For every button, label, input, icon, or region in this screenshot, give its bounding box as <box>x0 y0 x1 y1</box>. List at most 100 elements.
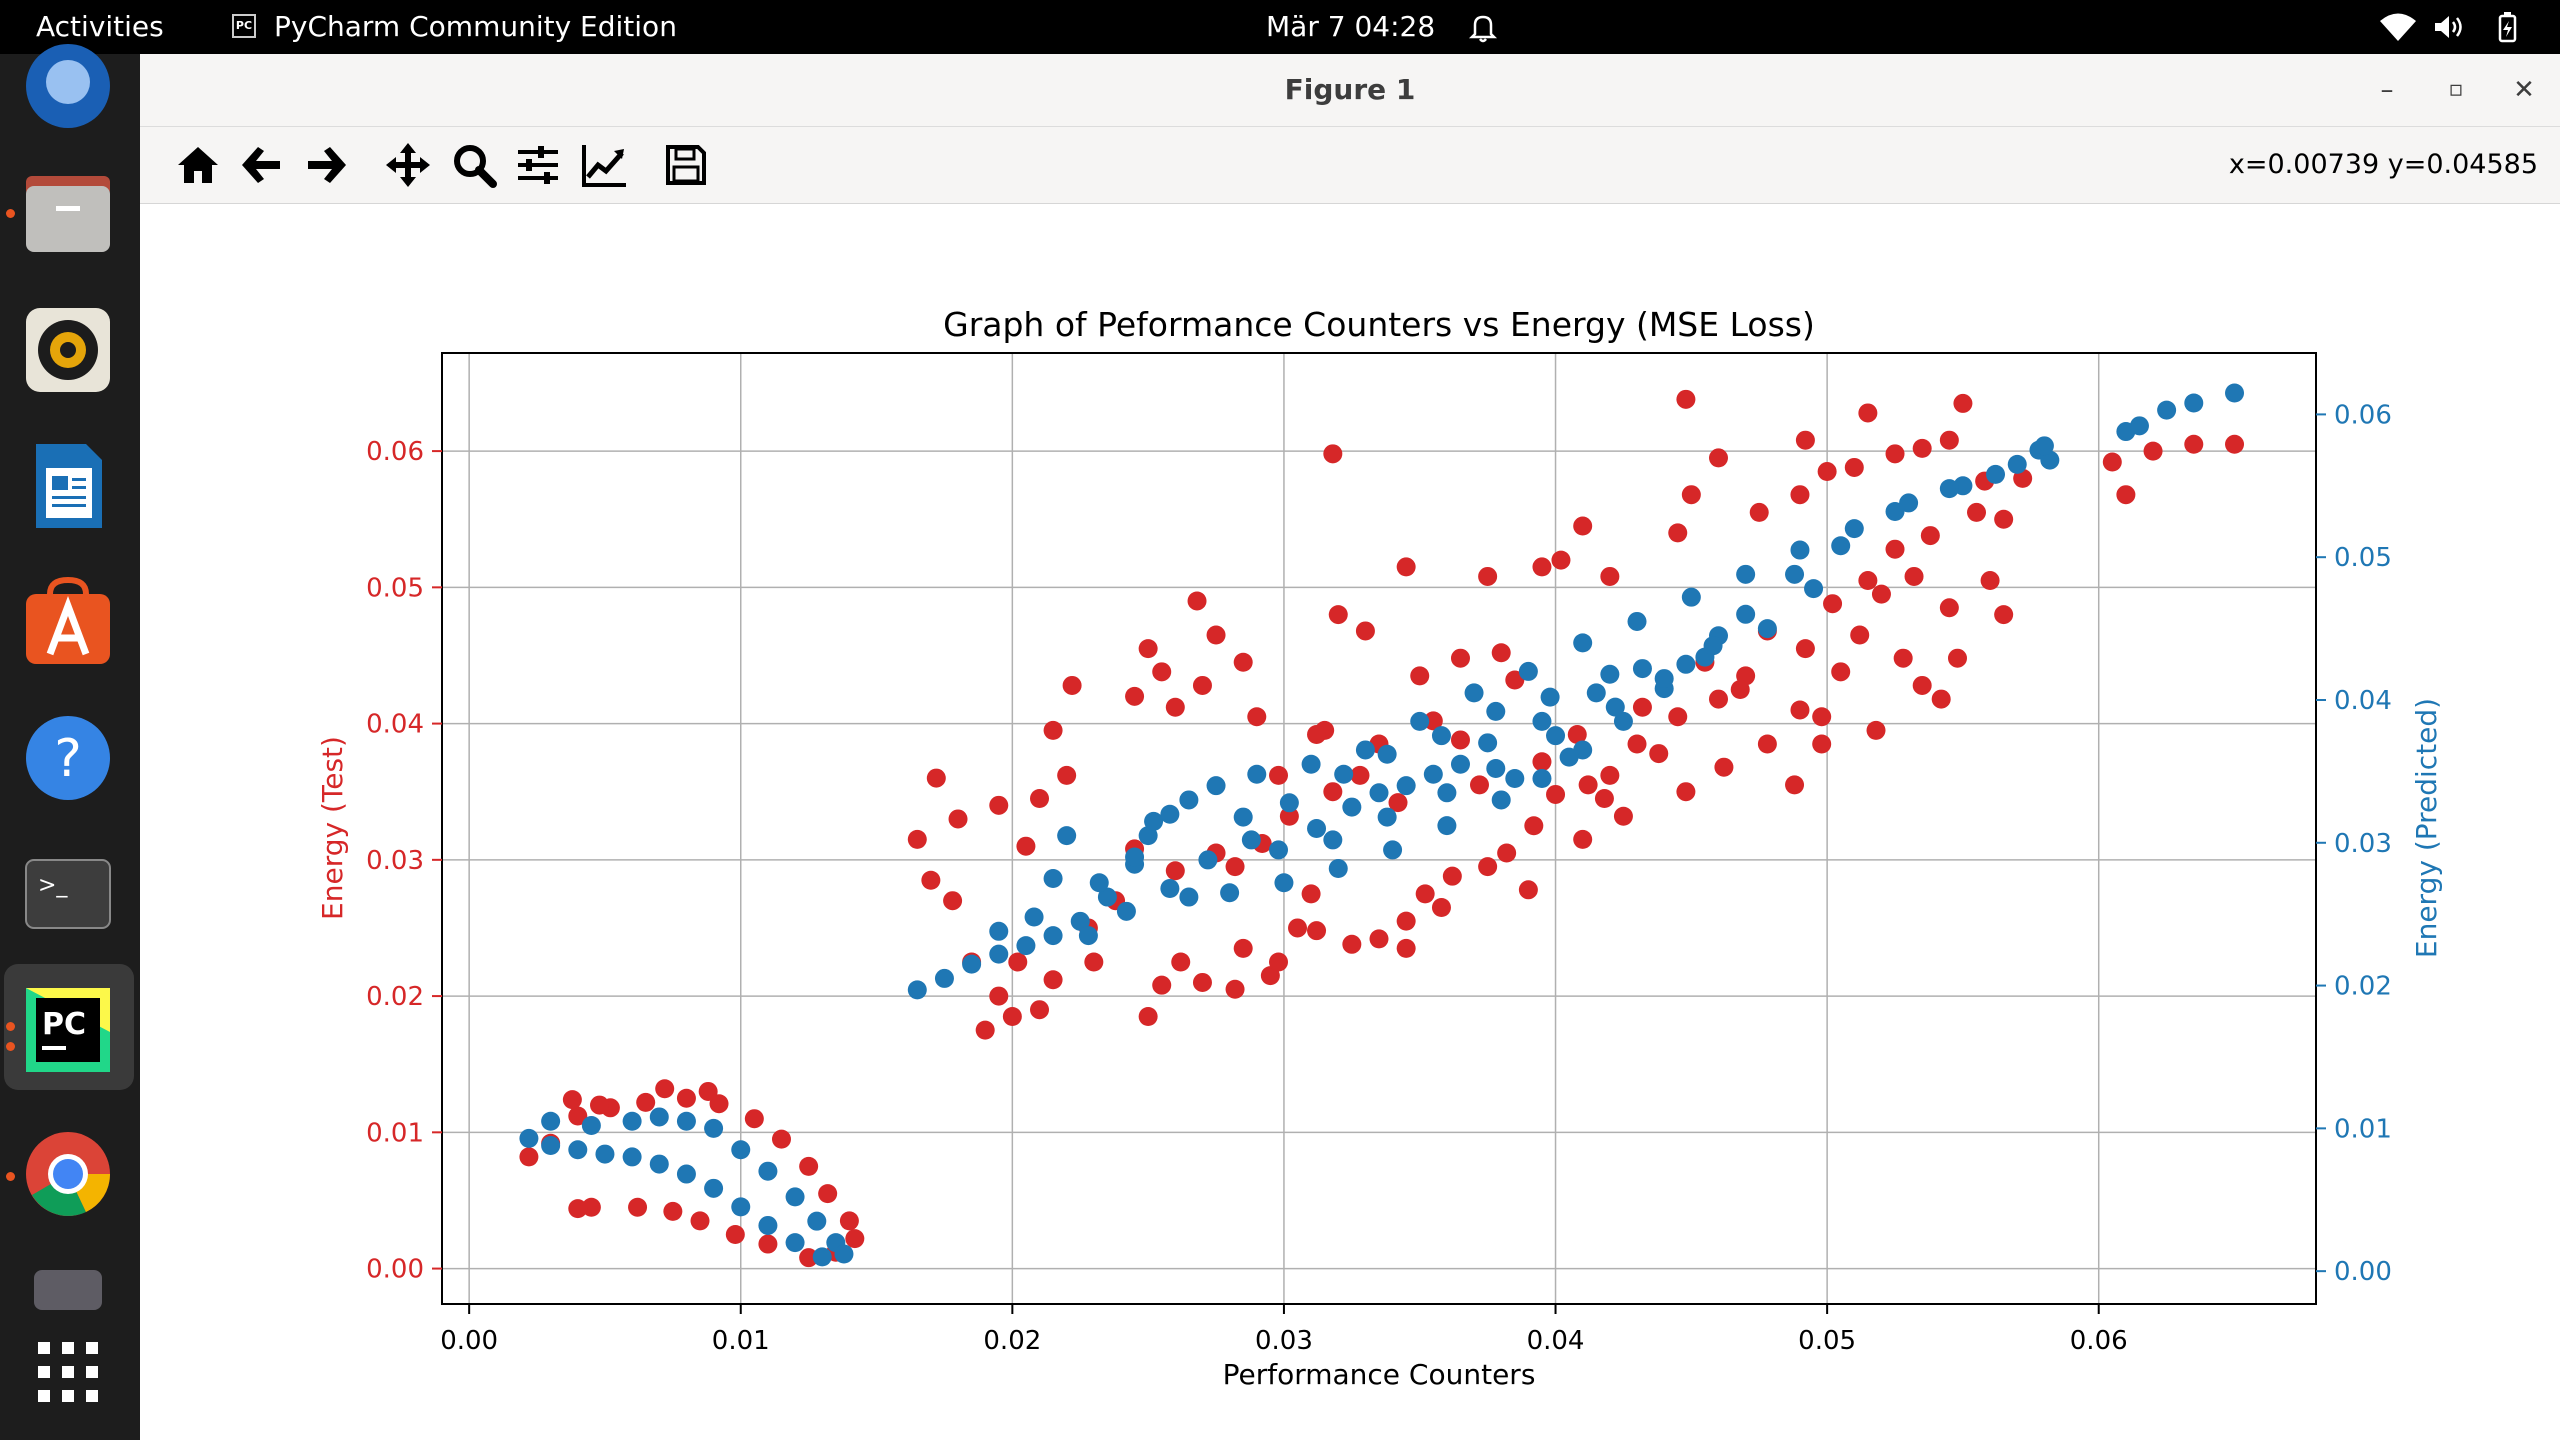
data-point-predicted <box>1024 907 1044 927</box>
data-point-test <box>1850 625 1870 645</box>
data-point-test <box>1931 689 1951 709</box>
x-tick-label: 0.04 <box>1527 1326 1585 1356</box>
writer-icon[interactable] <box>20 438 116 534</box>
battery-icon[interactable] <box>2490 10 2524 44</box>
wifi-icon[interactable] <box>2378 12 2418 42</box>
data-point-test <box>1233 938 1253 958</box>
data-point-test <box>1505 670 1525 690</box>
title-bar[interactable]: Figure 1 – ▫ ✕ <box>140 54 2560 127</box>
data-point-predicted <box>1383 840 1403 860</box>
data-point-test <box>1301 884 1321 904</box>
data-point-test <box>1396 557 1416 577</box>
home-icon[interactable] <box>174 141 222 189</box>
data-point-test <box>1939 430 1959 450</box>
bell-icon[interactable] <box>1466 10 1500 44</box>
data-point-test <box>1967 502 1987 522</box>
data-point-test <box>1269 952 1289 972</box>
data-point-test <box>1994 509 2014 529</box>
data-point-test <box>818 1184 838 1204</box>
app-menu[interactable]: PyCharm Community Edition <box>274 10 677 43</box>
data-point-test <box>1369 929 1389 949</box>
data-point-predicted <box>676 1164 696 1184</box>
data-point-predicted <box>1757 619 1777 639</box>
data-point-test <box>1307 724 1327 744</box>
volume-icon[interactable] <box>2432 12 2468 42</box>
pycharm-icon[interactable]: PC <box>20 982 116 1078</box>
help-icon[interactable]: ? <box>20 710 116 806</box>
data-point-predicted <box>1785 564 1805 584</box>
data-point-test <box>519 1147 539 1167</box>
data-point-test <box>1152 975 1172 995</box>
maximize-button[interactable]: ▫ <box>2448 77 2464 102</box>
data-point-test <box>1323 782 1343 802</box>
terminal-icon[interactable]: >_ <box>20 846 116 942</box>
data-point-test <box>1795 639 1815 659</box>
data-point-predicted <box>731 1140 751 1160</box>
clock[interactable]: Mär 7 04:28 <box>1266 10 1436 43</box>
y-tick-label-right: 0.04 <box>2334 686 2392 716</box>
pan-icon[interactable] <box>384 141 432 189</box>
data-point-test <box>1573 829 1593 849</box>
svg-text:>_: >_ <box>38 873 68 898</box>
data-point-test <box>568 1199 588 1219</box>
data-point-predicted <box>1899 493 1919 513</box>
data-point-test <box>1260 966 1280 986</box>
data-point-test <box>1953 393 1973 413</box>
data-point-test <box>1831 662 1851 682</box>
data-point-predicted <box>1144 811 1164 831</box>
data-point-predicted <box>1605 697 1625 717</box>
trash-icon[interactable] <box>20 1260 116 1356</box>
chrome-icon[interactable] <box>20 1126 116 1222</box>
configure-icon[interactable] <box>514 141 562 189</box>
data-point-test <box>1342 934 1362 954</box>
data-point-test <box>1912 675 1932 695</box>
data-point-test <box>1757 734 1777 754</box>
data-point-test <box>1708 448 1728 468</box>
data-point-test <box>1030 789 1050 809</box>
data-point-predicted <box>568 1140 588 1160</box>
data-point-test <box>1450 648 1470 668</box>
thunderbird-icon[interactable] <box>20 38 116 134</box>
data-point-test <box>1062 675 1082 695</box>
data-point-test <box>1627 734 1647 754</box>
minimize-button[interactable]: – <box>2380 75 2394 105</box>
axis-ticks: 0.00 0.01 0.02 0.03 0.04 0.05 0.06 0.00 0.01 0.02… <box>366 400 2392 1356</box>
data-point-predicted <box>622 1111 642 1131</box>
data-point-predicted <box>962 954 982 974</box>
data-point-test <box>1043 720 1063 740</box>
dock: ? >_ PC <box>0 44 140 1440</box>
show-apps-icon[interactable] <box>20 1324 116 1420</box>
activities-button[interactable]: Activities <box>36 10 164 43</box>
data-point-predicted <box>907 980 927 1000</box>
x-tick-label: 0.05 <box>1798 1326 1856 1356</box>
back-icon[interactable] <box>238 141 286 189</box>
data-point-test <box>725 1225 745 1245</box>
x-tick-label: 0.03 <box>1255 1326 1313 1356</box>
rhythmbox-icon[interactable] <box>20 302 116 398</box>
data-point-test <box>1225 979 1245 999</box>
data-point-predicted <box>1179 887 1199 907</box>
data-point-predicted <box>1355 740 1375 760</box>
figure-canvas[interactable]: 0.00 0.01 0.02 0.03 0.04 0.05 0.06 0.00 0.01 0.02… <box>140 204 2560 1440</box>
data-point-predicted <box>1532 769 1552 789</box>
zoom-icon[interactable] <box>450 141 498 189</box>
data-point-test <box>989 795 1009 815</box>
data-point-test <box>1524 816 1544 836</box>
save-icon[interactable] <box>662 141 710 189</box>
data-point-predicted <box>1220 883 1240 903</box>
data-point-predicted <box>1198 850 1218 870</box>
data-point-test <box>1206 625 1226 645</box>
data-point-test <box>568 1106 588 1126</box>
edit-axis-icon[interactable] <box>580 141 628 189</box>
files-icon[interactable] <box>20 166 116 262</box>
app-center-icon[interactable] <box>20 574 116 670</box>
close-button[interactable]: ✕ <box>2513 75 2535 105</box>
data-point-test <box>1812 734 1832 754</box>
data-point-predicted <box>1632 659 1652 679</box>
data-point-test <box>948 809 968 829</box>
data-point-test <box>1192 675 1212 695</box>
data-point-test <box>1551 550 1571 570</box>
data-point-test <box>1893 648 1913 668</box>
forward-icon[interactable] <box>302 141 350 189</box>
data-point-test <box>1323 444 1343 464</box>
